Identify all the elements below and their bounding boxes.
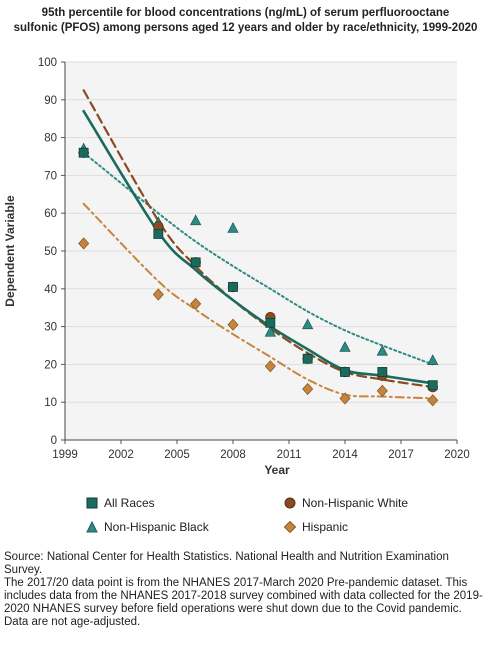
legend-label-all-races: All Races	[104, 496, 155, 510]
y-tick-label: 50	[44, 246, 57, 258]
trend-line-non-hispanic-black	[82, 151, 434, 366]
x-tick-label: 2020	[444, 449, 470, 461]
data-point-non-hispanic-black	[427, 354, 439, 366]
data-point-all-races	[153, 229, 164, 239]
legend-item-all-races[interactable]: All Races	[86, 496, 155, 510]
legend-label-hispanic: Hispanic	[302, 520, 349, 534]
note-source: Source: National Center for Health Stati…	[4, 551, 449, 576]
legend-label-non-hispanic-black: Non-Hispanic Black	[104, 520, 209, 534]
y-tick-label: 40	[44, 284, 57, 296]
x-tick-label: 2008	[220, 449, 246, 461]
data-point-non-hispanic-black	[339, 341, 351, 352]
legend-item-non-hispanic-white[interactable]: Non-Hispanic White	[284, 496, 408, 510]
data-point-non-hispanic-black	[302, 318, 314, 330]
chart-notes: Source: National Center for Health Stati…	[4, 551, 488, 629]
y-tick-label: 0	[51, 435, 57, 447]
y-axis-label: Dependent Variable	[3, 195, 17, 307]
data-point-hispanic	[302, 382, 314, 396]
trend-line-hispanic	[82, 202, 434, 400]
chart-title-line-2: sulfonic (PFOS) among persons aged 12 ye…	[13, 22, 478, 34]
legend-triangle-marker-icon	[86, 521, 98, 533]
x-tick-label: 2014	[332, 449, 358, 461]
y-tick-label: 30	[44, 322, 57, 334]
legend-item-non-hispanic-black[interactable]: Non-Hispanic Black	[86, 520, 209, 534]
chart-legend: All Races Non-Hispanic White Non-Hispani…	[0, 492, 491, 542]
data-point-all-races	[377, 367, 388, 377]
legend-diamond-marker-icon	[284, 521, 296, 533]
y-tick-label: 60	[44, 208, 57, 220]
note-age-adjusted: Data are not age-adjusted.	[4, 616, 141, 628]
y-tick-label: 90	[44, 95, 57, 107]
data-point-non-hispanic-black	[264, 325, 276, 337]
x-tick-label: 1999	[52, 449, 78, 461]
data-point-hispanic	[427, 394, 439, 407]
data-point-all-races	[190, 257, 201, 268]
y-tick-label: 10	[44, 397, 57, 409]
pfos-chart: 0 10 20 30 40 50 60 70 80 90 100 1999 2002 2005 2008 20…	[3, 57, 470, 477]
x-axis-label: Year	[264, 463, 290, 477]
data-point-hispanic	[227, 318, 239, 331]
x-tick-label: 2011	[277, 449, 302, 461]
legend-item-hispanic[interactable]: Hispanic	[284, 520, 348, 534]
y-tick-label: 100	[38, 57, 57, 69]
data-point-all-races	[78, 147, 89, 158]
chart-title-line-1: 95th percentile for blood concentrations…	[41, 7, 450, 19]
data-point-all-races	[228, 282, 238, 292]
data-point-hispanic	[376, 384, 388, 397]
data-point-non-hispanic-black	[190, 214, 202, 226]
data-point-all-races	[302, 353, 313, 364]
data-point-hispanic	[152, 288, 164, 301]
note-2017-2020: The 2017/20 data point is from the NHANE…	[4, 577, 483, 615]
y-tick-label: 70	[44, 170, 57, 182]
data-point-hispanic	[339, 392, 351, 405]
data-point-all-races	[340, 367, 350, 377]
y-tick-label: 80	[44, 133, 57, 145]
data-point-non-hispanic-black	[227, 221, 239, 233]
data-point-all-races	[265, 317, 276, 328]
chart-title: 95th percentile for blood concentrations…	[0, 6, 491, 36]
data-point-all-races	[427, 380, 438, 391]
data-point-non-hispanic-black	[376, 344, 388, 356]
x-tick-label: 2017	[388, 449, 414, 461]
legend-label-non-hispanic-white: Non-Hispanic White	[302, 496, 409, 510]
y-tick-label: 20	[44, 359, 57, 371]
data-point-hispanic	[264, 360, 276, 373]
data-point-hispanic	[190, 297, 202, 311]
legend-circle-marker-icon	[284, 497, 296, 509]
legend-square-marker-icon	[86, 497, 98, 509]
x-tick-label: 2002	[108, 449, 134, 461]
x-tick-label: 2005	[164, 449, 190, 461]
data-point-hispanic	[78, 237, 90, 250]
